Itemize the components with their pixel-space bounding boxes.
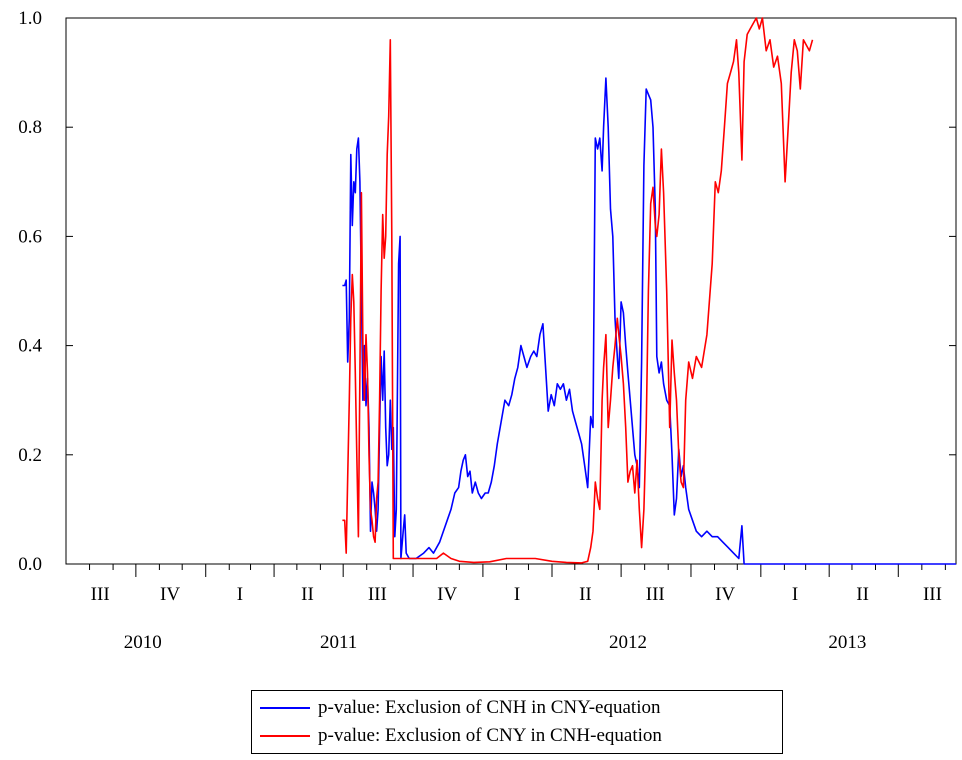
x-year-label: 2013	[828, 632, 866, 653]
x-quarter-label: I	[792, 584, 798, 605]
x-year-label: 2011	[320, 632, 357, 653]
y-tick-label: 0.0	[18, 554, 42, 575]
x-quarter-label: IV	[437, 584, 457, 605]
x-quarter-label: III	[646, 584, 665, 605]
series-line-cny-in-cnh	[342, 17, 814, 564]
legend-entry-cnh: p-value: Exclusion of CNH in CNY-equatio…	[260, 695, 660, 721]
x-year-label: 2012	[609, 632, 647, 653]
legend-label-cnh: p-value: Exclusion of CNH in CNY-equatio…	[318, 697, 661, 718]
y-tick-label: 0.6	[18, 226, 42, 247]
chart-legend: p-value: Exclusion of CNH in CNY-equatio…	[251, 690, 783, 754]
series-line-cnh-in-cny	[342, 77, 956, 565]
x-quarter-label: IV	[715, 584, 735, 605]
x-quarter-label: III	[91, 584, 110, 605]
x-year-label: 2010	[124, 632, 162, 653]
x-quarter-label: III	[368, 584, 387, 605]
line-chart: 0.00.20.40.60.81.0 III IV I II III IV I II III IV…	[18, 8, 957, 653]
legend-entry-cny: p-value: Exclusion of CNY in CNH-equatio…	[260, 723, 662, 749]
x-quarter-label: II	[856, 584, 869, 605]
x-quarter-label: II	[579, 584, 592, 605]
x-quarter-label: I	[514, 584, 520, 605]
plot-frame	[65, 17, 957, 565]
series-layer	[342, 17, 956, 565]
x-quarter-label: II	[301, 584, 314, 605]
legend-swatch-red	[260, 735, 310, 737]
x-quarter-label: I	[237, 584, 243, 605]
y-tick-label: 0.4	[18, 336, 42, 357]
y-tick-label: 1.0	[18, 8, 42, 29]
y-axis: 0.0 0.2 0.4 0.6 0.8 1.0	[18, 8, 956, 575]
legend-swatch-blue	[260, 707, 310, 709]
x-quarter-label: IV	[160, 584, 180, 605]
y-tick-label: 0.8	[18, 117, 42, 138]
legend-label-cny: p-value: Exclusion of CNY in CNH-equatio…	[318, 725, 662, 746]
x-quarter-label: III	[923, 584, 942, 605]
y-tick-label: 0.2	[18, 445, 42, 466]
